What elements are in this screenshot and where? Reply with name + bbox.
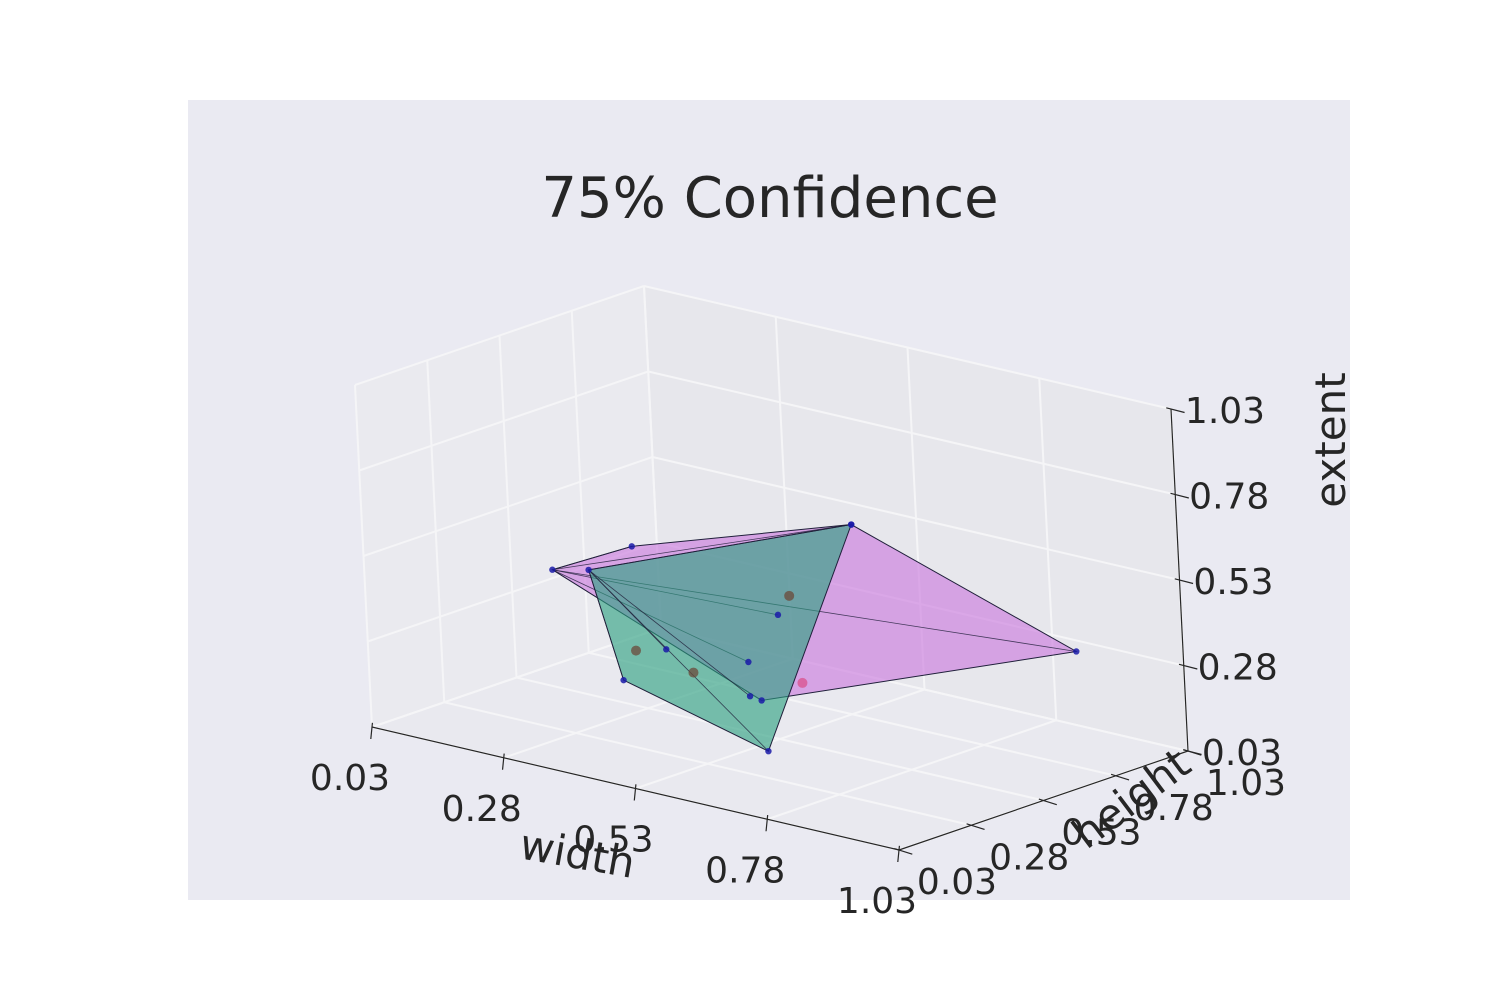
z-tick: [1178, 663, 1198, 670]
hull-edge: [552, 524, 852, 571]
z-tick: [1170, 492, 1189, 499]
gridline: [354, 285, 645, 386]
gridline: [1038, 378, 1058, 721]
hull-edge: [588, 569, 667, 650]
hull-vertex: [549, 566, 556, 573]
z-axis-label: extent: [1306, 372, 1355, 507]
x-tick: [370, 722, 374, 740]
y-tick-label: 0.53: [1061, 813, 1141, 854]
hull-vertex: [774, 611, 782, 619]
gridline: [766, 719, 1057, 821]
data-points: [549, 521, 1080, 755]
gridline: [652, 456, 1180, 581]
hull-vertex: [663, 646, 670, 653]
y-tick-label: 0.03: [917, 862, 997, 903]
y-tick-label: 1.03: [1206, 763, 1286, 804]
gridline: [363, 456, 653, 557]
x-tick-label: 0.53: [573, 820, 653, 861]
gridline: [648, 370, 1176, 496]
y-tick: [966, 823, 985, 831]
hull-vertex: [628, 543, 635, 550]
y-tick-label: 0.78: [1134, 788, 1214, 829]
hull-vertex: [745, 658, 752, 666]
gridline: [643, 285, 1172, 410]
x-tick-label: 0.78: [705, 850, 785, 891]
hull-edge: [588, 569, 624, 681]
x-tick: [897, 845, 901, 863]
x-tick-label: 0.28: [442, 789, 522, 830]
gridline: [516, 676, 1044, 802]
gridline: [358, 370, 649, 472]
z-tick: [1183, 749, 1202, 756]
z-tick-label: 0.78: [1189, 477, 1269, 518]
hull-vertex: [585, 566, 592, 574]
hull-edge: [588, 524, 852, 571]
hull-vertex: [848, 521, 855, 528]
axis-lines: [370, 407, 1202, 863]
data-hulls: [551, 523, 1078, 752]
tick-labels: 0.030.280.530.781.03 0.030.280.530.781.03…: [310, 391, 1286, 922]
hull-vertex: [746, 692, 754, 700]
brown-point: [688, 667, 699, 678]
x-tick-label: 0.03: [310, 758, 390, 799]
brown-point: [631, 645, 642, 656]
x-tick: [765, 814, 769, 832]
z-tick: [1166, 407, 1185, 414]
y-tick-label: 0.28: [989, 837, 1069, 878]
z-tick-label: 0.03: [1202, 733, 1282, 774]
hull-vertex: [758, 697, 765, 704]
z-tick-label: 0.53: [1193, 562, 1273, 603]
y-tick: [1110, 773, 1130, 781]
hull-vertex: [765, 747, 772, 755]
z-tick: [1174, 578, 1194, 585]
x-tick-label: 1.03: [837, 881, 917, 922]
y-tick: [894, 847, 913, 855]
z-tick-label: 0.28: [1198, 648, 1278, 689]
hull-vertex: [620, 676, 627, 684]
x-tick: [633, 784, 637, 801]
hull-edge: [588, 569, 751, 697]
gridline: [570, 310, 590, 653]
hull-edge: [552, 545, 632, 571]
x-tick: [501, 753, 505, 770]
brown-point: [784, 590, 795, 601]
y-tick: [1038, 798, 1057, 806]
pink-point: [797, 677, 808, 688]
chart-title: 75% Confidence: [541, 166, 998, 231]
z-tick-label: 1.03: [1185, 391, 1265, 432]
hull-vertex: [1073, 648, 1080, 655]
